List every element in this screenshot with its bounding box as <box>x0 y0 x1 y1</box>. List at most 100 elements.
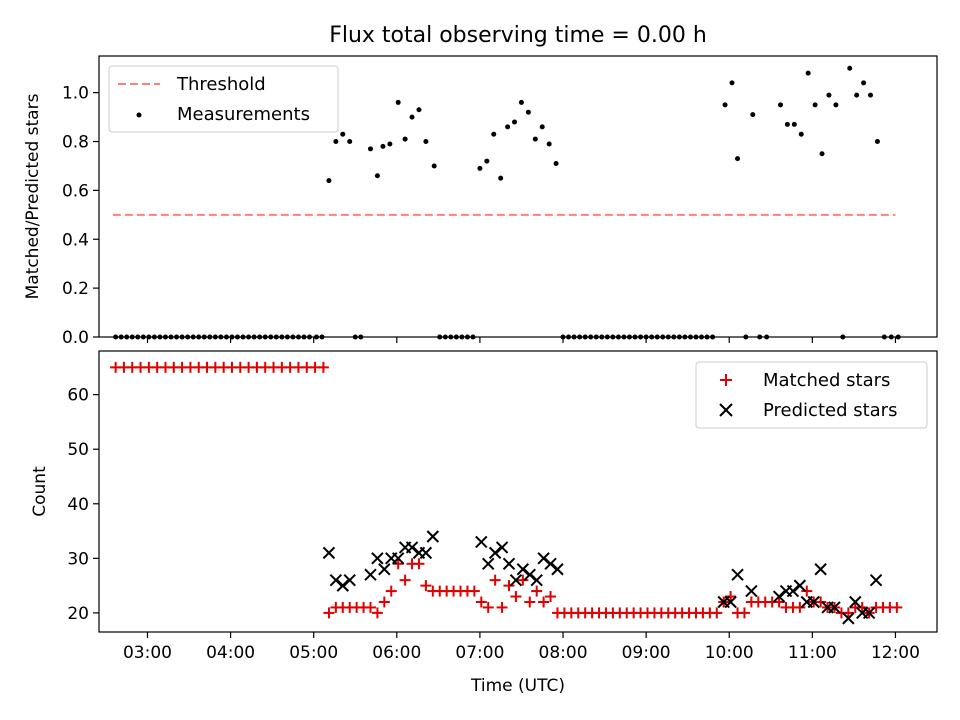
predicted-star-marker <box>329 573 343 587</box>
matched-star-marker <box>773 596 785 608</box>
measurement-point <box>491 131 497 137</box>
x-tick-label: 05:00 <box>289 643 338 663</box>
predicted-star-marker <box>378 563 391 576</box>
y-tick-label: 0.4 <box>62 230 89 250</box>
predicted-star-marker <box>745 584 758 598</box>
matched-star-marker <box>413 558 425 570</box>
measurement-point <box>423 139 429 145</box>
matched-star-marker <box>317 361 329 373</box>
matched-star-marker <box>399 574 411 586</box>
measurement-point <box>812 102 818 108</box>
matched-star-marker <box>815 596 827 608</box>
top-plot-frame <box>98 55 938 338</box>
legend-predicted-label: Predicted stars <box>763 400 897 421</box>
measurement-point <box>791 121 797 127</box>
matched-star-marker <box>538 596 550 608</box>
measurement-point <box>347 139 353 145</box>
matched-star-marker <box>392 558 404 570</box>
x-tick-label: 11:00 <box>788 643 837 663</box>
predicted-star-marker <box>322 546 336 560</box>
bottom-panel: 20 30 40 50 60 03:00 04:00 05:00 06:00 07:00 08:00… <box>30 350 938 696</box>
measurement-point <box>805 70 811 76</box>
measurement-point <box>416 107 422 113</box>
measurement-point <box>431 163 437 169</box>
predicted-star-marker <box>828 601 841 614</box>
bottom-legend: Matched stars Predicted stars <box>695 361 928 429</box>
measurement-point <box>798 131 804 137</box>
matched-star-marker <box>510 591 522 603</box>
predicted-star-marker <box>516 563 530 576</box>
predicted-star-marker-b <box>731 568 744 581</box>
predicted-star-marker <box>731 568 744 581</box>
x-tick-label: 03:00 <box>123 643 172 663</box>
matched-star-marker <box>842 607 854 619</box>
x-tick-label: 08:00 <box>539 643 588 663</box>
measurement-point <box>525 109 531 115</box>
matched-star-marker <box>378 596 390 608</box>
predicted-star-marker-b <box>343 573 356 587</box>
measurement-point <box>861 80 867 86</box>
measurement-point <box>784 121 790 127</box>
measurement-point <box>868 92 874 98</box>
measurement-point <box>729 80 735 86</box>
bottom-legend-box <box>695 361 928 429</box>
legend-matched-label: Matched stars <box>763 370 890 391</box>
chart-title: Flux total observing time = 0.00 h <box>329 23 707 48</box>
matched-star-marker <box>503 580 515 592</box>
predicted-star-marker <box>336 579 349 592</box>
predicted-star-marker <box>793 579 807 592</box>
x-tick-label: 07:00 <box>455 643 504 663</box>
matched-star-marker <box>725 591 737 603</box>
predicted-star-marker <box>807 595 820 609</box>
measurement-point <box>395 99 401 105</box>
measurement-point <box>553 161 559 167</box>
matched-star-marker <box>891 601 903 613</box>
measurement-point <box>532 136 538 142</box>
measurement-point <box>326 178 332 184</box>
predicted-star-marker <box>862 606 876 620</box>
predicted-star-marker <box>537 552 550 565</box>
predicted-star-marker-b <box>329 573 343 587</box>
matched-star-marker <box>496 601 508 613</box>
predicted-star-marker-b <box>391 552 405 565</box>
y-tick-label: 0.2 <box>62 279 89 299</box>
legend-threshold-label: Threshold <box>176 74 266 95</box>
predicted-star-marker-b <box>530 573 543 587</box>
predicted-star-marker <box>371 552 384 565</box>
matched-star-marker <box>482 601 494 613</box>
predicted-star-marker <box>814 563 827 576</box>
measurement-point <box>402 136 408 142</box>
y-tick-label: 20 <box>67 604 89 624</box>
top-legend-box <box>108 65 339 133</box>
matched-star-marker <box>524 596 536 608</box>
measurement-point <box>340 131 346 137</box>
top-legend: Threshold Measurements <box>108 65 339 133</box>
legend-measurements-swatch <box>136 112 142 118</box>
predicted-star-marker-b <box>814 563 827 576</box>
predicted-star-marker-b <box>842 612 855 625</box>
predicted-star-marker-b <box>862 606 876 620</box>
matched-star-marker <box>517 574 529 586</box>
predicted-star-marker <box>502 557 516 571</box>
measurement-point <box>777 102 783 108</box>
predicted-star-marker-b <box>786 584 800 598</box>
measurement-point <box>387 141 393 147</box>
predicted-star-marker-b <box>419 546 433 560</box>
predicted-star-marker <box>364 568 377 581</box>
y-tick-label: 50 <box>67 440 89 460</box>
predicted-star-marker-b <box>364 568 377 581</box>
predicted-star-marker <box>551 563 564 576</box>
predicted-star-marker <box>724 595 737 609</box>
x-tick-label: 04:00 <box>206 643 255 663</box>
predicted-star-marker <box>786 584 800 598</box>
x-tick-label: 09:00 <box>622 643 671 663</box>
predicted-star-marker <box>495 541 509 554</box>
measurement-point <box>367 146 373 152</box>
matched-star-marker <box>468 585 480 597</box>
x-tick-label: 12:00 <box>871 643 920 663</box>
predicted-star-marker-b <box>724 595 737 609</box>
predicted-star-marker-b <box>482 557 495 571</box>
predicted-star-marker-b <box>537 552 550 565</box>
legend-measurements-label: Measurements <box>177 104 310 125</box>
